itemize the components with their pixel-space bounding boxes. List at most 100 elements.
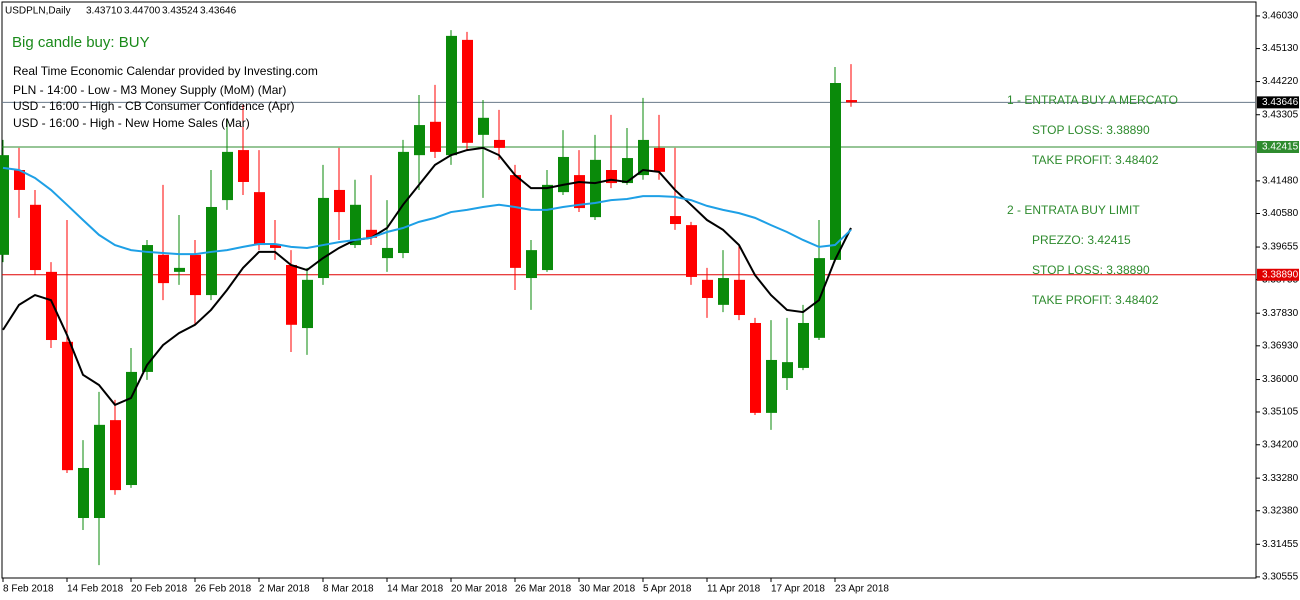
candle-body: [142, 245, 153, 372]
candle-body: [606, 170, 617, 184]
y-tick-label: 3.30555: [1262, 572, 1299, 583]
candle-body: [190, 254, 201, 296]
y-tick-label: 3.46030: [1262, 11, 1299, 22]
y-tick-label: 3.41480: [1262, 176, 1299, 187]
y-tick-label: 3.44220: [1262, 76, 1299, 87]
calendar-line: USD - 16:00 - High - New Home Sales (Mar…: [13, 116, 250, 130]
signal: Big candle buy: BUY: [12, 34, 150, 51]
candle-body: [286, 264, 297, 325]
candle-body: [174, 267, 185, 272]
moving-average: [2, 166, 852, 256]
candle-body: [462, 39, 473, 143]
candle-body: [222, 151, 233, 201]
ohlc-high: 3.44700: [124, 6, 161, 17]
candle-body: [574, 175, 585, 209]
candle-body: [590, 159, 601, 218]
price-label-box: [1257, 140, 1299, 153]
y-tick-label: 3.34200: [1262, 439, 1299, 450]
trade-note: TAKE PROFIT: 3.48402: [1032, 153, 1159, 167]
candle-body: [14, 170, 25, 190]
trade-note: STOP LOSS: 3.38890: [1032, 263, 1150, 277]
x-tick-label: 8 Feb 2018: [3, 584, 54, 595]
candle-body: [366, 229, 377, 238]
y-tick-label: 3.35105: [1262, 407, 1299, 418]
candle-body: [846, 100, 857, 103]
candle-body: [526, 250, 537, 279]
candle-body: [702, 279, 713, 298]
y-tick-label: 3.32380: [1262, 505, 1299, 516]
candle-body: [398, 151, 409, 254]
candle-body: [686, 225, 697, 277]
candle-body: [238, 150, 249, 182]
x-tick-label: 23 Apr 2018: [835, 584, 889, 595]
x-tick-label: 26 Feb 2018: [195, 584, 252, 595]
candle-body: [750, 322, 761, 413]
x-tick-label: 11 Apr 2018: [707, 584, 761, 595]
candle-body: [270, 245, 281, 248]
candle-body: [302, 279, 313, 329]
candle-body: [126, 371, 137, 486]
candle-body: [782, 362, 793, 379]
candle-body: [830, 83, 841, 260]
x-tick-label: 30 Mar 2018: [579, 584, 636, 595]
candle-body: [414, 125, 425, 156]
candle-body: [350, 204, 361, 246]
x-tick-label: 26 Mar 2018: [515, 584, 572, 595]
y-tick-label: 3.39655: [1262, 242, 1299, 253]
candle-body: [430, 121, 441, 152]
y-tick-label: 3.36000: [1262, 374, 1299, 385]
price-label: 3.42415: [1262, 142, 1299, 153]
candle-body: [446, 35, 457, 156]
price-label: 3.43646: [1262, 97, 1299, 108]
candle-body: [670, 216, 681, 225]
candle-body: [30, 204, 41, 271]
moving-average: [2, 146, 852, 407]
candle-body: [62, 341, 73, 471]
trade-note: 1 - ENTRATA BUY A MERCATO: [1007, 93, 1178, 107]
y-tick-label: 3.33280: [1262, 473, 1299, 484]
trade-note: PREZZO: 3.42415: [1032, 233, 1131, 247]
ohlc-open: 3.43710: [86, 6, 123, 17]
candle-body: [494, 139, 505, 148]
ohlc-low: 3.43524: [162, 6, 199, 17]
x-tick-label: 14 Mar 2018: [387, 584, 444, 595]
candle-body: [158, 254, 169, 284]
y-tick-label: 3.36930: [1262, 340, 1299, 351]
price-label-box: [1257, 268, 1299, 281]
candle-body: [318, 197, 329, 279]
ohlc-close: 3.43646: [200, 6, 237, 17]
candle-body: [654, 147, 665, 172]
x-tick-label: 2 Mar 2018: [259, 584, 310, 595]
symbol: USDPLN,Daily: [5, 6, 71, 17]
y-tick-label: 3.37830: [1262, 308, 1299, 319]
x-tick-label: 20 Mar 2018: [451, 584, 508, 595]
trade-note: TAKE PROFIT: 3.48402: [1032, 293, 1159, 307]
candle-body: [0, 155, 9, 255]
y-tick-label: 3.40580: [1262, 208, 1299, 219]
candle-body: [510, 175, 521, 268]
price-label: 3.38890: [1262, 269, 1299, 280]
candle-body: [110, 420, 121, 491]
candle-body: [334, 189, 345, 213]
candle-body: [382, 247, 393, 259]
candle-body: [558, 156, 569, 193]
candle-body: [718, 278, 729, 305]
x-tick-label: 17 Apr 2018: [771, 584, 825, 595]
candle-body: [766, 359, 777, 413]
x-tick-label: 20 Feb 2018: [131, 584, 188, 595]
candle-body: [734, 279, 745, 316]
candle-body: [94, 424, 105, 519]
calendar-line: USD - 16:00 - High - CB Consumer Confide…: [13, 99, 294, 113]
trade-note: STOP LOSS: 3.38890: [1032, 123, 1150, 137]
calendar-line: Real Time Economic Calendar provided by …: [13, 64, 318, 78]
x-tick-label: 8 Mar 2018: [323, 584, 374, 595]
candle-body: [254, 192, 265, 246]
candle-body: [638, 139, 649, 176]
y-tick-label: 3.43305: [1262, 109, 1299, 120]
x-tick-label: 5 Apr 2018: [643, 584, 692, 595]
calendar-line: PLN - 14:00 - Low - M3 Money Supply (MoM…: [13, 83, 286, 97]
candle-body: [46, 271, 57, 341]
price-label-box: [1257, 96, 1299, 109]
candle-body: [78, 467, 89, 519]
trade-note: 2 - ENTRATA BUY LIMIT: [1007, 203, 1140, 217]
